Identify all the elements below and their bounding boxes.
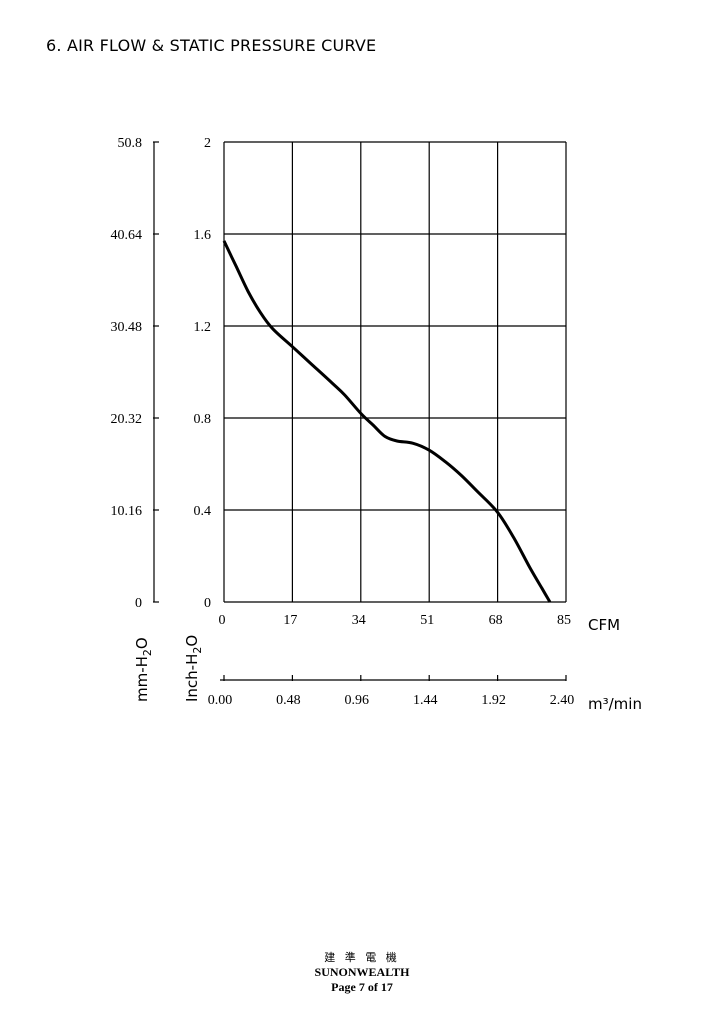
chart-tick-labels: 0 10.16 20.32 30.48 40.64 50.8 0 0.4 0.8 1.2 1.6 2 0… <box>111 136 575 708</box>
y-axis-label-mm: mm-H2O <box>133 637 154 702</box>
y2-tick-label: 10.16 <box>111 504 143 519</box>
chart-axes <box>153 141 567 681</box>
x2-tick-label: 1.92 <box>481 693 506 708</box>
y2-tick-label: 30.48 <box>111 320 143 335</box>
x2-tick-label: 0.48 <box>276 693 301 708</box>
pressure-curve <box>222 240 552 603</box>
x-tick-label: 0 <box>219 613 226 628</box>
page-footer: 建 準 電 機 SUNONWEALTH Page 7 of 17 <box>0 950 724 995</box>
y-tick-label: 0 <box>204 596 211 611</box>
x2-tick-label: 0.96 <box>345 693 370 708</box>
y-tick-label: 2 <box>204 136 211 151</box>
x2-tick-label: 0.00 <box>208 693 233 708</box>
x-axis-label-m3min: m³/min <box>588 695 642 713</box>
x2-tick-label: 1.44 <box>413 693 438 708</box>
y-axis-label-inch: Inch-H2O <box>183 635 204 702</box>
chart-grid <box>223 141 567 603</box>
footer-company-cn: 建 準 電 機 <box>324 951 400 964</box>
page-heading: 6. AIR FLOW & STATIC PRESSURE CURVE <box>46 36 377 55</box>
x-tick-label: 34 <box>352 613 366 628</box>
y-tick-label: 0.4 <box>194 504 212 519</box>
y2-tick-label: 40.64 <box>111 228 143 243</box>
x-tick-label: 68 <box>489 613 503 628</box>
x-tick-label: 51 <box>420 613 434 628</box>
y-tick-label: 1.6 <box>194 228 212 243</box>
y2-tick-label: 50.8 <box>118 136 143 151</box>
x-axis-label-cfm: CFM <box>588 616 620 634</box>
x-tick-label: 17 <box>283 613 297 628</box>
y2-tick-label: 0 <box>135 596 142 611</box>
footer-page-number: Page 7 of 17 <box>331 980 393 994</box>
y-tick-label: 0.8 <box>194 412 212 427</box>
x-tick-label: 85 <box>557 613 571 628</box>
x2-tick-label: 2.40 <box>550 693 575 708</box>
footer-company: SUNONWEALTH <box>314 965 410 979</box>
y2-tick-label: 20.32 <box>111 412 143 427</box>
y-tick-label: 1.2 <box>194 320 212 335</box>
